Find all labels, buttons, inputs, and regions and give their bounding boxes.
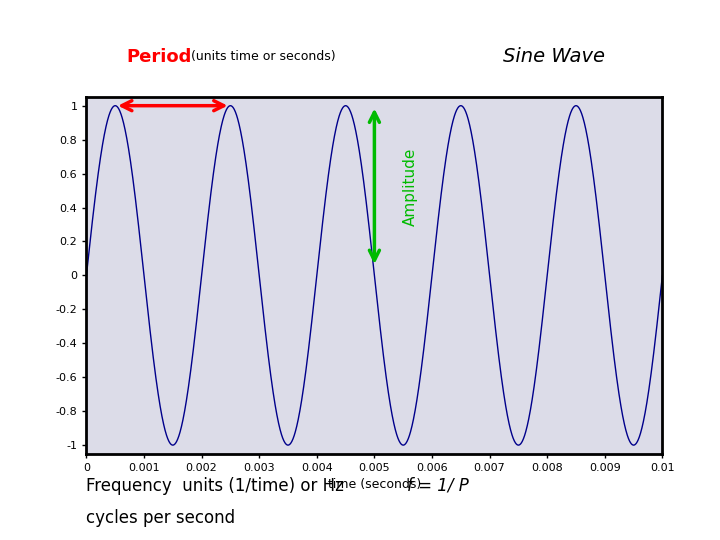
X-axis label: time (seconds): time (seconds) xyxy=(328,478,421,491)
Text: Sine Wave: Sine Wave xyxy=(503,47,606,66)
Text: (units time or seconds): (units time or seconds) xyxy=(191,50,336,63)
Text: Amplitude: Amplitude xyxy=(403,148,418,226)
Text: f = 1/ P: f = 1/ P xyxy=(407,477,469,495)
Text: cycles per second: cycles per second xyxy=(86,509,235,528)
Text: Period: Period xyxy=(126,48,192,66)
Text: Frequency  units (1/time) or Hz: Frequency units (1/time) or Hz xyxy=(86,477,344,495)
